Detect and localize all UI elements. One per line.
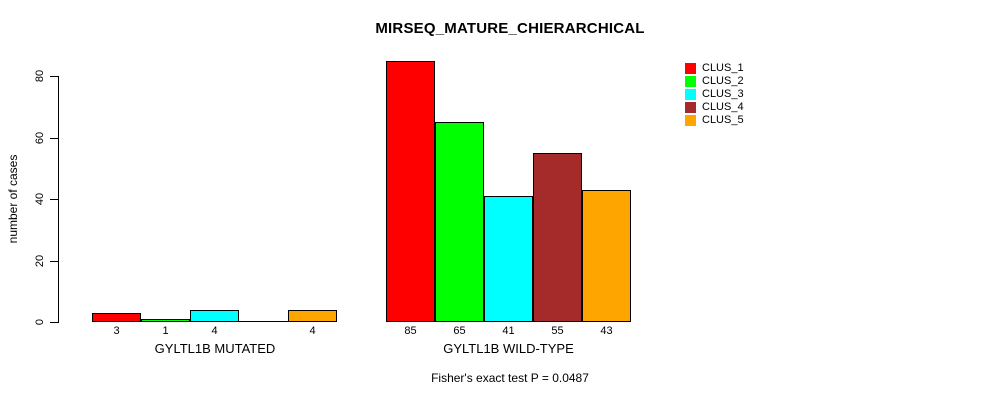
bar-value-label: 1 [162, 325, 169, 337]
legend-color-swatch [685, 63, 696, 74]
legend-item: CLUS_1 [685, 62, 744, 75]
legend-item: CLUS_4 [685, 101, 744, 114]
y-axis-tick-label: 20 [34, 254, 46, 268]
bar [190, 310, 239, 322]
fisher-test-note: Fisher's exact test P = 0.0487 [431, 371, 589, 385]
bar [386, 61, 435, 322]
bar [484, 196, 533, 322]
bar [288, 310, 337, 322]
bar-value-label: 55 [551, 325, 564, 337]
y-axis-tick-label: 40 [34, 192, 46, 206]
bar-value-label: 41 [502, 325, 515, 337]
legend-item-label: CLUS_1 [702, 62, 744, 74]
legend-item-label: CLUS_3 [702, 88, 744, 100]
bar [141, 319, 190, 322]
bar-value-label: 4 [309, 325, 316, 337]
bar-value-label: 43 [600, 325, 613, 337]
bar [582, 190, 631, 322]
bar [92, 313, 141, 322]
bar-value-label: 4 [211, 325, 218, 337]
legend: CLUS_1 CLUS_2 CLUS_3 CLUS_4 CLUS_5 [685, 62, 744, 127]
legend-color-swatch [685, 89, 696, 100]
y-axis-tick [50, 199, 58, 200]
y-axis-title: number of cases [6, 154, 20, 244]
legend-item-label: CLUS_2 [702, 75, 744, 87]
bar-value-label: 65 [453, 325, 466, 337]
y-axis-tick-label: 80 [34, 69, 46, 83]
y-axis-tick-label: 60 [34, 131, 46, 145]
legend-item: CLUS_2 [685, 75, 744, 88]
legend-item-label: CLUS_5 [702, 114, 744, 126]
y-axis-tick-label: 0 [34, 318, 46, 326]
legend-item: CLUS_5 [685, 114, 744, 127]
y-axis-tick [50, 261, 58, 262]
y-axis-line [58, 76, 59, 323]
bar [533, 153, 582, 322]
y-axis-tick [50, 138, 58, 139]
legend-item-label: CLUS_4 [702, 101, 744, 113]
x-axis-group-label-mutated: GYLTL1B MUTATED [154, 341, 276, 356]
legend-color-swatch [685, 76, 696, 87]
bar [435, 122, 484, 322]
legend-color-swatch [685, 102, 696, 113]
bar-value-label: 3 [113, 325, 120, 337]
y-axis-tick [50, 76, 58, 77]
x-axis-group-label-wildtype: GYLTL1B WILD-TYPE [443, 341, 574, 356]
legend-color-swatch [685, 115, 696, 126]
bar-zero-height [239, 321, 288, 322]
chart-title: MIRSEQ_MATURE_CHIERARCHICAL [375, 20, 645, 37]
y-axis-tick [50, 322, 58, 323]
legend-item: CLUS_3 [685, 88, 744, 101]
bar-value-label: 85 [404, 325, 417, 337]
